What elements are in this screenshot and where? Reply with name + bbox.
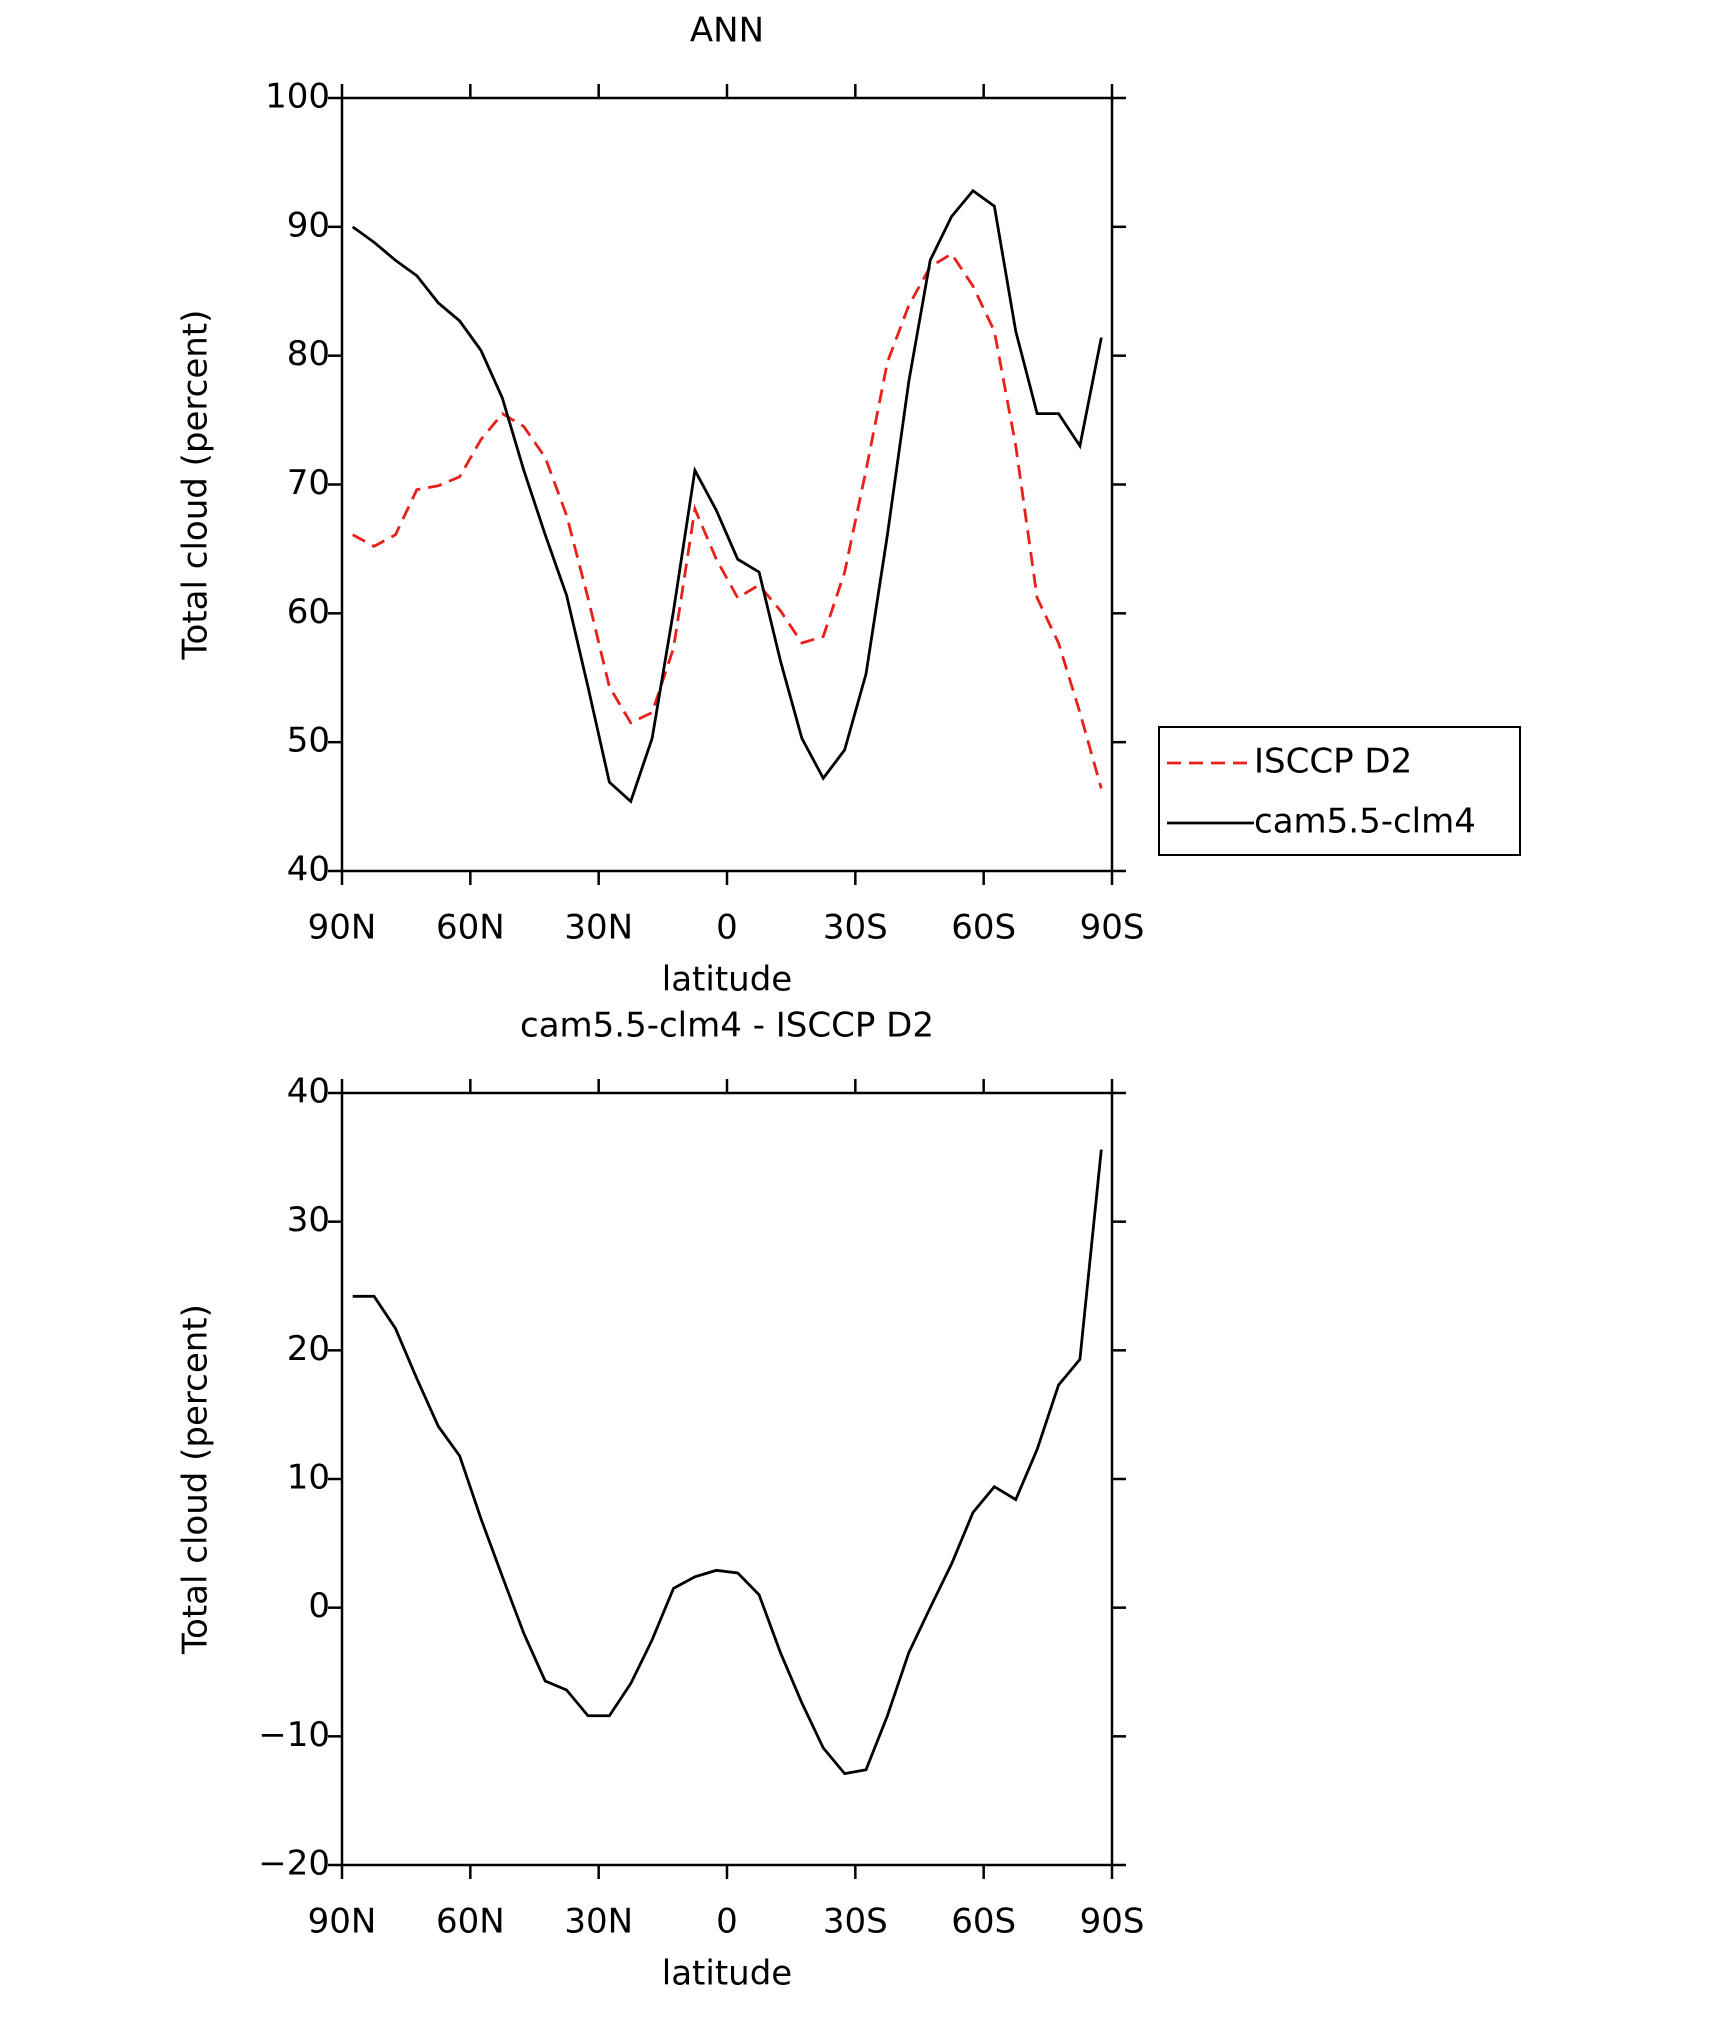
x-tick-label: 60N bbox=[436, 1902, 505, 1942]
x-tick-label: 60S bbox=[951, 908, 1016, 948]
y-axis-label: Total cloud (percent) bbox=[176, 310, 216, 661]
y-axis-label: Total cloud (percent) bbox=[176, 1304, 216, 1655]
y-tick-label: 50 bbox=[287, 721, 330, 761]
y-tick-label: 90 bbox=[287, 205, 330, 245]
y-tick-label: 70 bbox=[287, 463, 330, 503]
y-tick-label: 20 bbox=[287, 1329, 330, 1369]
x-tick-label: 90N bbox=[308, 908, 377, 948]
x-tick-label: 0 bbox=[716, 908, 738, 948]
data-line bbox=[352, 251, 1103, 789]
x-tick-label: 0 bbox=[716, 1902, 738, 1942]
y-tick-label: 10 bbox=[287, 1458, 330, 1498]
x-tick-label: 30S bbox=[823, 908, 888, 948]
data-line bbox=[352, 1149, 1103, 1776]
x-tick-label: 30N bbox=[564, 908, 633, 948]
x-tick-label: 90S bbox=[1080, 908, 1145, 948]
y-tick-label: 30 bbox=[287, 1200, 330, 1240]
x-axis-label: latitude bbox=[662, 960, 792, 1000]
plot-frame bbox=[340, 1091, 1114, 1867]
y-tick-label: −20 bbox=[258, 1844, 330, 1884]
y-tick-label: 0 bbox=[308, 1586, 330, 1626]
y-tick-label: 100 bbox=[265, 77, 330, 117]
y-tick-label: 40 bbox=[287, 1072, 330, 1112]
x-tick-label: 60S bbox=[951, 1902, 1016, 1942]
chart-title: cam5.5-clm4 - ISCCP D2 bbox=[520, 1006, 934, 1046]
data-line bbox=[351, 188, 1103, 804]
y-tick-label: 80 bbox=[287, 334, 330, 374]
x-tick-label: 30N bbox=[564, 1902, 633, 1942]
y-tick-label: −10 bbox=[258, 1715, 330, 1755]
legend-label: ISCCP D2 bbox=[1254, 742, 1412, 782]
legend-box bbox=[1158, 726, 1521, 856]
x-tick-label: 60N bbox=[436, 908, 505, 948]
x-tick-label: 90S bbox=[1080, 1902, 1145, 1942]
y-tick-label: 60 bbox=[287, 592, 330, 632]
plot-frame bbox=[340, 96, 1114, 873]
legend-label: cam5.5-clm4 bbox=[1254, 802, 1476, 842]
x-tick-label: 90N bbox=[308, 1902, 377, 1942]
x-axis-label: latitude bbox=[662, 1954, 792, 1994]
x-tick-label: 30S bbox=[823, 1902, 888, 1942]
chart-title: ANN bbox=[690, 11, 764, 51]
y-tick-label: 40 bbox=[287, 850, 330, 890]
